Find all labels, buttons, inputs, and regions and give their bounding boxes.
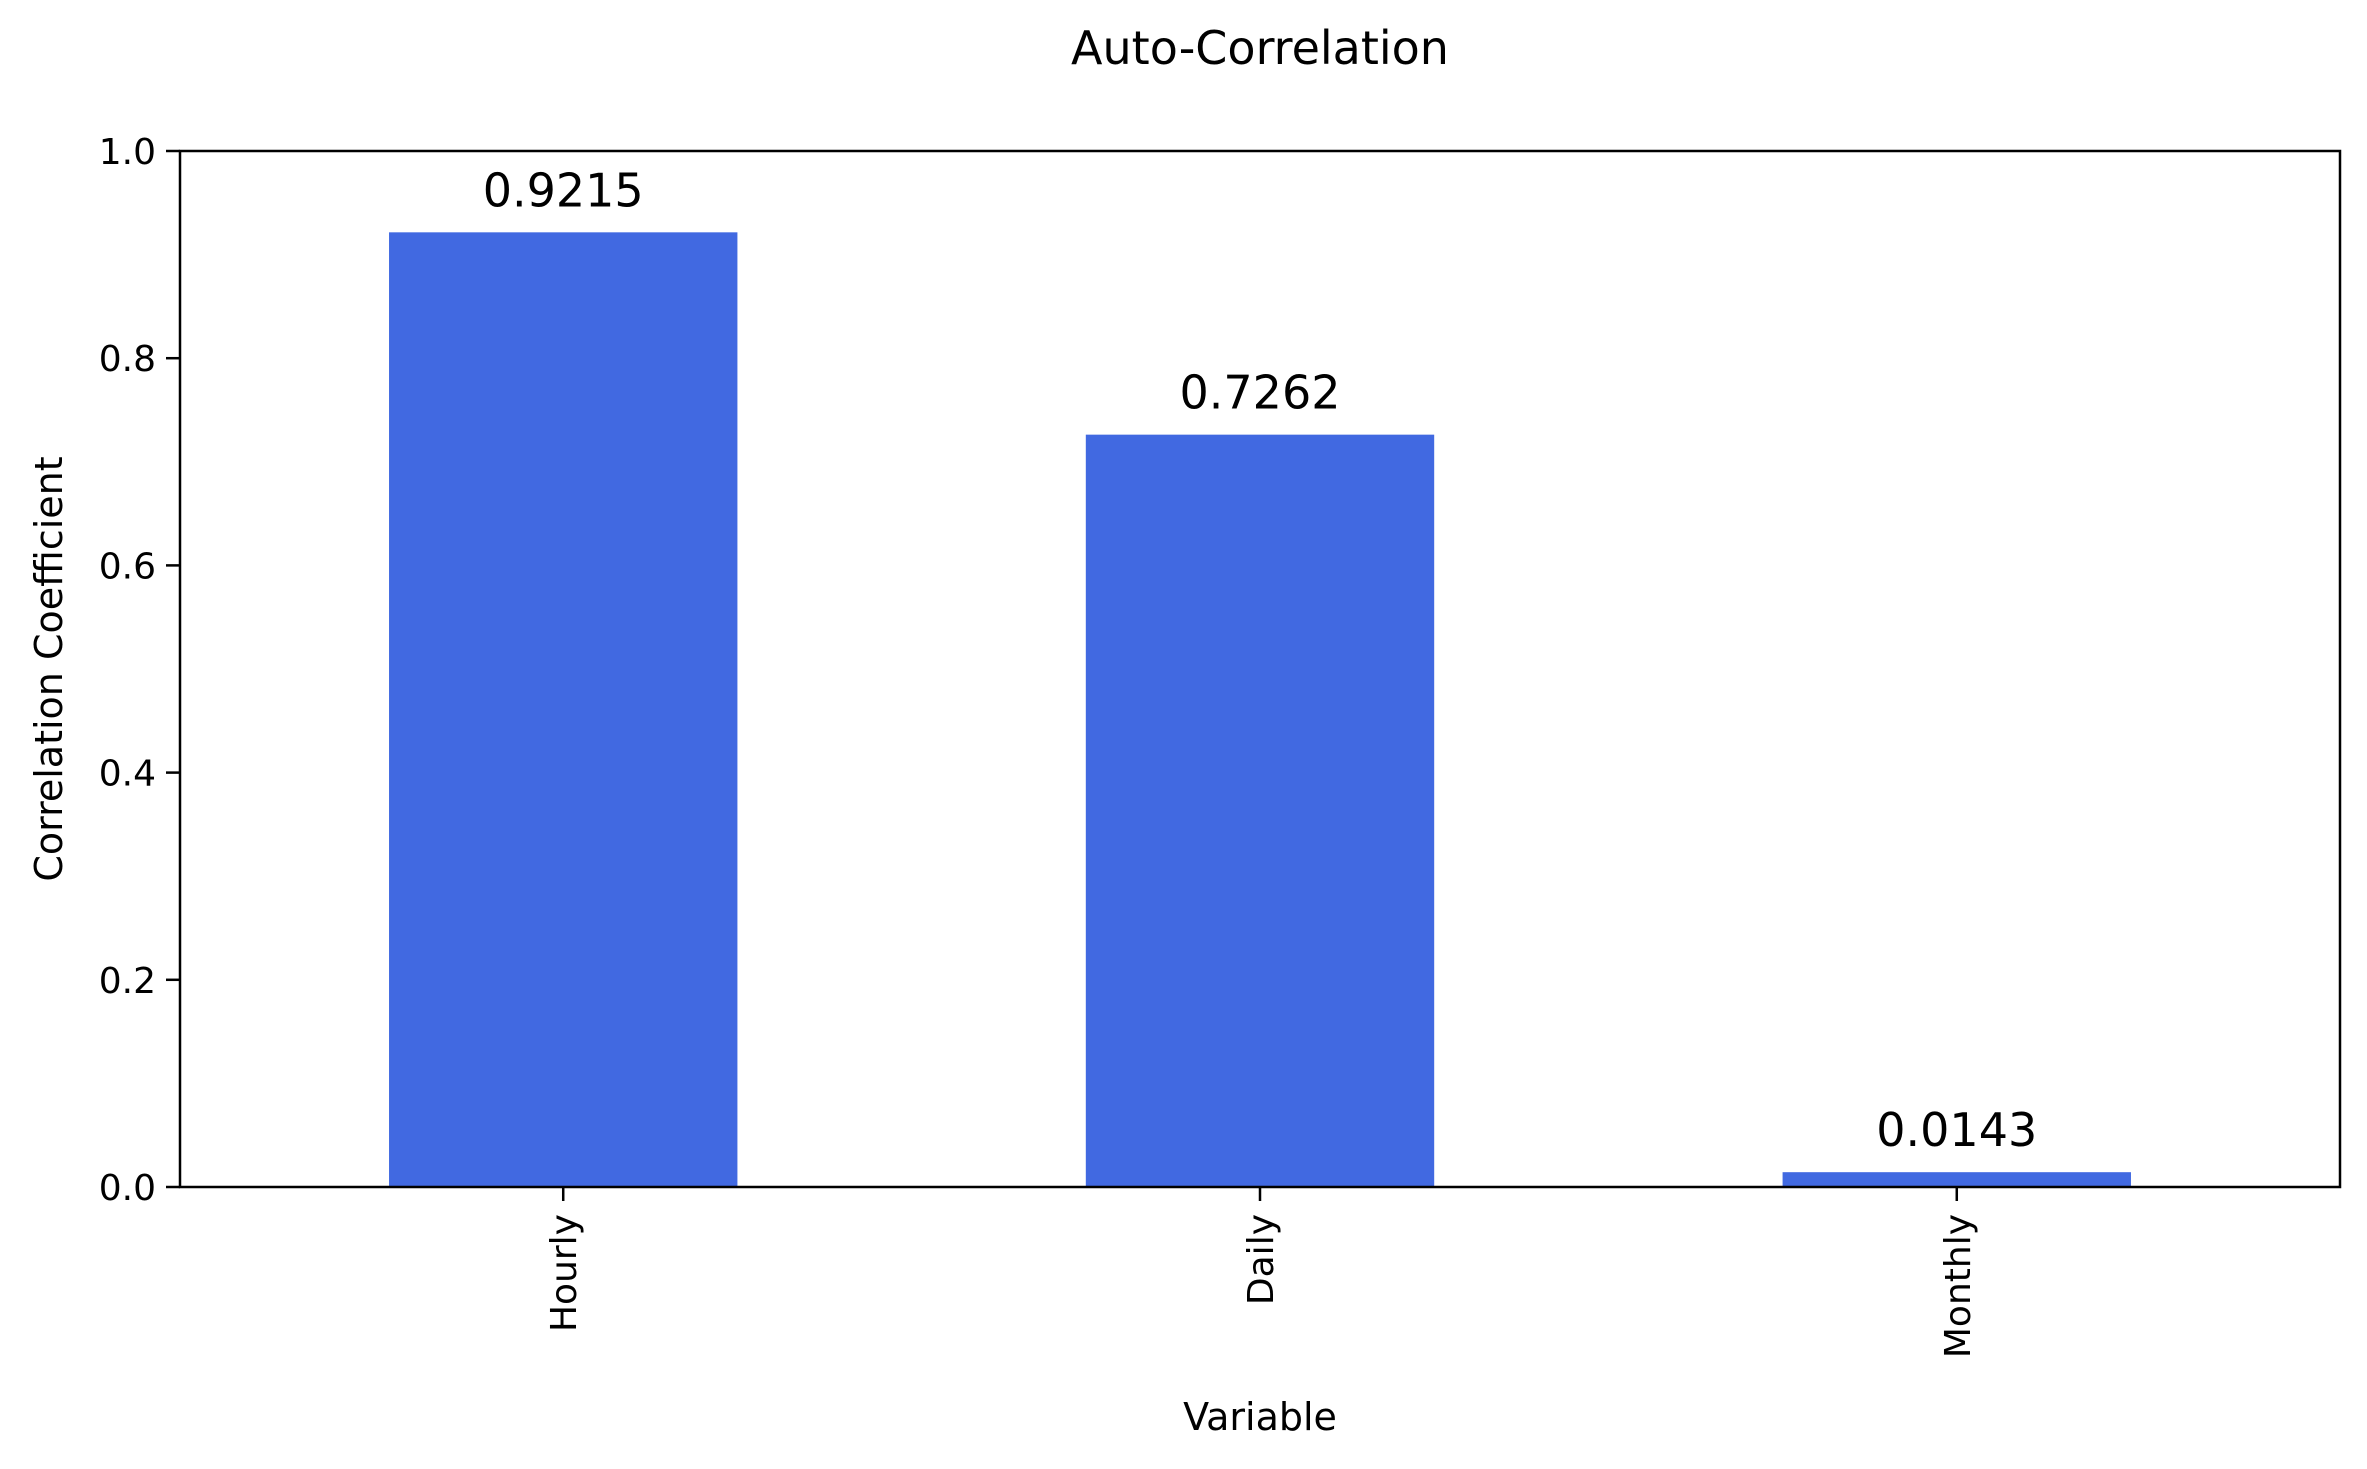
y-tick-label: 0.8	[99, 339, 156, 380]
bar-hourly	[389, 232, 738, 1188]
x-tick-label: Daily	[1241, 1214, 1282, 1305]
y-tick-label: 0.2	[99, 961, 156, 1002]
bar-value-label: 0.7262	[1180, 366, 1341, 420]
bars	[389, 232, 2131, 1188]
x-axis: Hourly Daily Monthly	[544, 1187, 1979, 1358]
bar-daily	[1085, 434, 1435, 1187]
y-axis: 0.0 0.2 0.4 0.6 0.8 1.0	[99, 132, 180, 1209]
chart-title: Auto-Correlation	[1071, 21, 1449, 75]
y-tick-label: 1.0	[99, 132, 156, 173]
plot-area: 0.9215 0.7262 0.0143	[178, 149, 2342, 1189]
bar-value-label: 0.0143	[1876, 1103, 2037, 1157]
y-axis-label: Correlation Coefficient	[27, 456, 71, 881]
x-tick-label: Monthly	[1938, 1214, 1979, 1358]
y-tick-label: 0.4	[99, 754, 156, 795]
bar-value-label: 0.9215	[483, 163, 644, 217]
bar-value-labels: 0.9215 0.7262 0.0143	[483, 163, 2038, 1157]
y-tick-label: 0.6	[99, 546, 156, 587]
x-axis-label: Variable	[1183, 1395, 1337, 1439]
y-tick-label: 0.0	[99, 1168, 156, 1209]
x-tick-label: Hourly	[544, 1214, 585, 1332]
bar-monthly	[1782, 1172, 2131, 1187]
